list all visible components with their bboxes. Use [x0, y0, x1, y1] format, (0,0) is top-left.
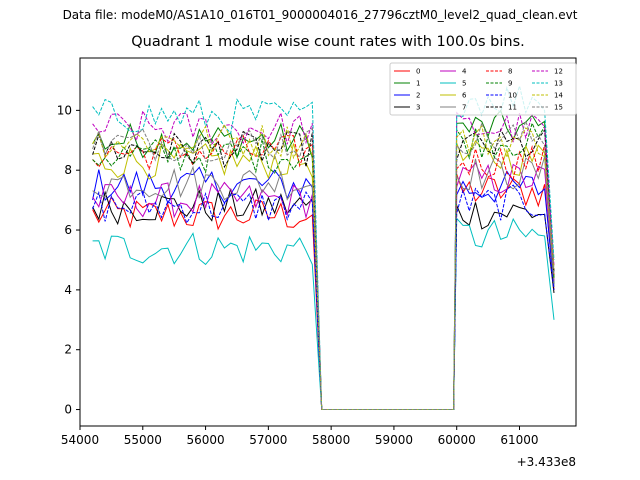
y-tick-label: 6 — [64, 223, 72, 237]
legend-label-6: 6 — [462, 92, 467, 100]
y-tick-label: 2 — [64, 343, 72, 357]
series-line-0 — [92, 174, 555, 410]
y-tick-label: 0 — [64, 403, 72, 417]
series-line-14 — [92, 123, 555, 410]
legend-label-13: 13 — [554, 80, 563, 88]
series-line-10 — [92, 184, 555, 410]
legend-label-3: 3 — [416, 104, 420, 112]
x-offset-label: +3.433e8 — [517, 455, 576, 469]
x-tick-label: 61000 — [500, 433, 538, 447]
legend-label-0: 0 — [416, 68, 420, 76]
axes-frame — [79, 57, 577, 427]
series-lines — [92, 84, 555, 410]
x-tick-label: 57000 — [249, 433, 287, 447]
legend-label-4: 4 — [462, 68, 467, 76]
x-tick-label: 60000 — [438, 433, 476, 447]
legend-label-8: 8 — [508, 68, 512, 76]
legend-label-9: 9 — [508, 80, 512, 88]
series-line-9 — [92, 121, 555, 410]
series-line-15 — [92, 119, 555, 410]
legend-label-7: 7 — [462, 104, 466, 112]
legend-label-10: 10 — [508, 92, 517, 100]
x-tick-label: 54000 — [61, 433, 99, 447]
series-line-2 — [92, 166, 555, 410]
legend-label-11: 11 — [508, 104, 517, 112]
legend-label-12: 12 — [554, 68, 563, 76]
series-line-8 — [92, 134, 555, 410]
legend-box — [389, 62, 577, 116]
series-line-1 — [92, 109, 555, 410]
legend-label-2: 2 — [416, 92, 420, 100]
legend-label-1: 1 — [416, 80, 420, 88]
legend-label-15: 15 — [554, 104, 563, 112]
axis-ticks: 54000 55000 56000 57000 58000 59000 60000 61000… — [57, 103, 539, 447]
series-line-3 — [92, 187, 555, 410]
x-tick-label: 56000 — [186, 433, 224, 447]
x-tick-label: 55000 — [124, 433, 162, 447]
x-tick-label: 59000 — [375, 433, 413, 447]
y-tick-label: 8 — [64, 163, 72, 177]
series-line-12 — [92, 109, 555, 410]
series-line-4 — [92, 162, 555, 410]
figure-suptitle: Data file: modeM0/AS1A10_016T01_90000040… — [62, 8, 578, 22]
legend-label-5: 5 — [462, 80, 466, 88]
x-tick-label: 58000 — [312, 433, 350, 447]
legend-label-14: 14 — [554, 92, 563, 100]
y-tick-label: 4 — [64, 283, 72, 297]
series-line-7 — [92, 156, 555, 410]
series-line-5 — [92, 217, 555, 410]
chart-title: Quadrant 1 module wise count rates with … — [131, 34, 525, 50]
y-tick-label: 10 — [57, 103, 72, 117]
series-line-11 — [92, 128, 555, 410]
